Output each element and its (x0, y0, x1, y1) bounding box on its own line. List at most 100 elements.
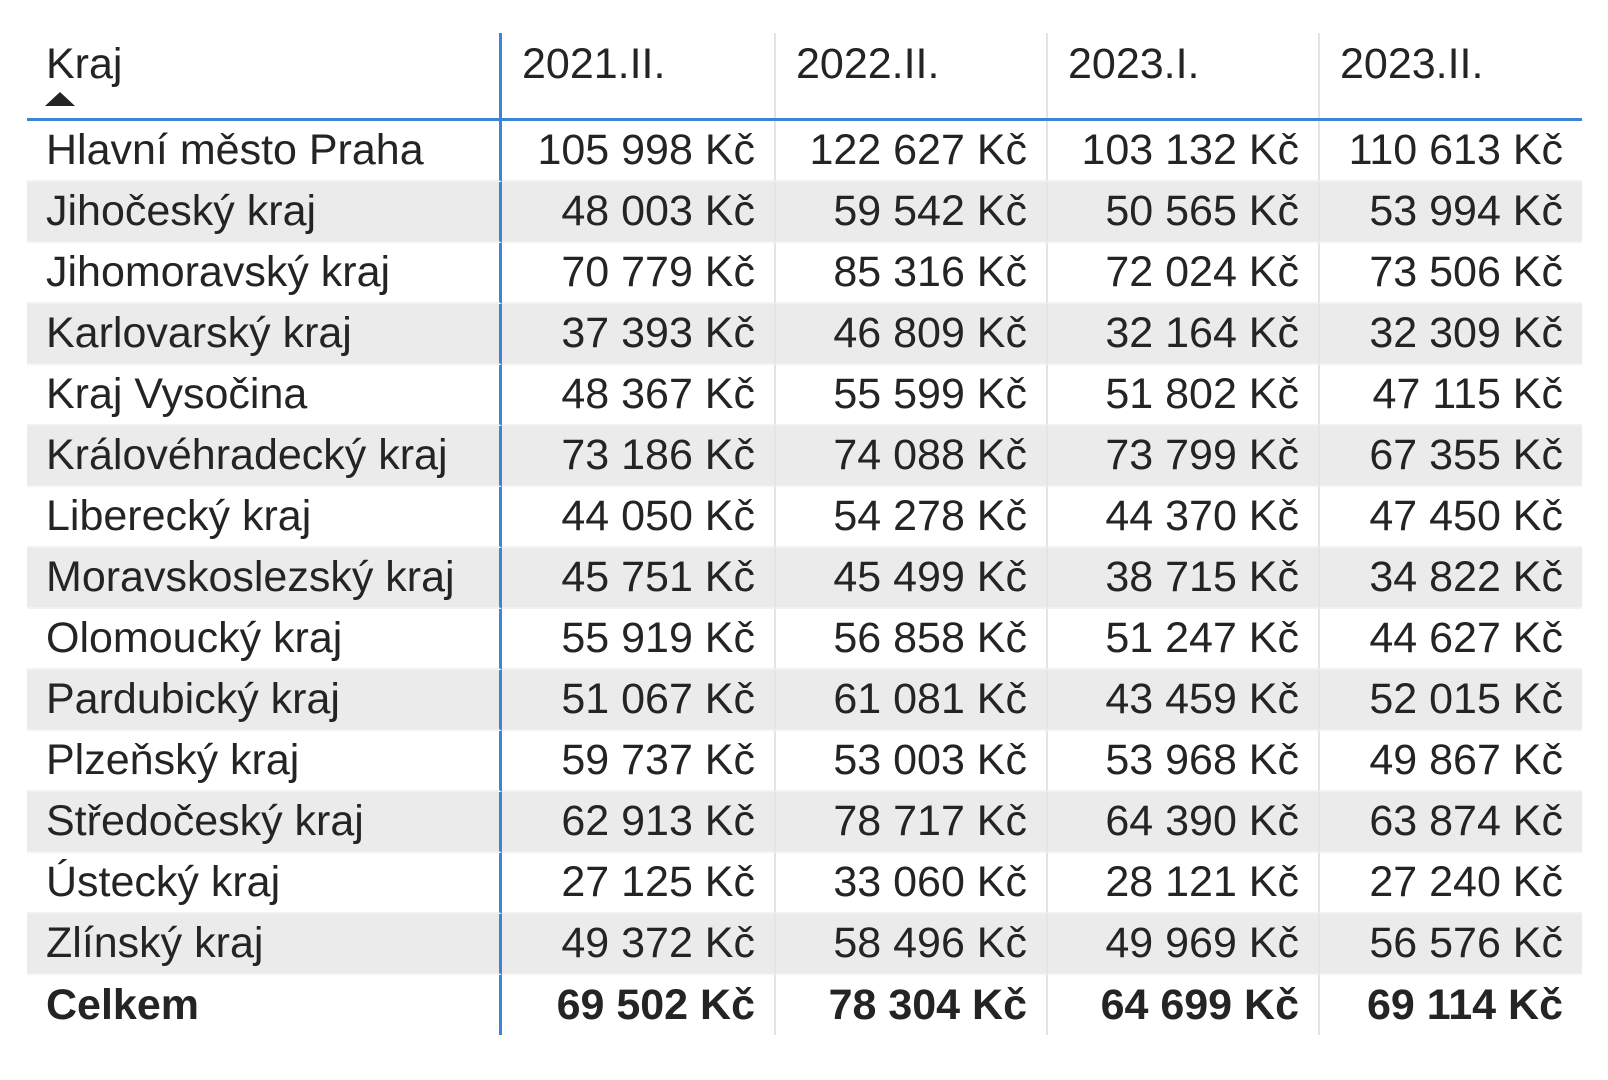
table-cell: 50 565 Kč (1046, 182, 1318, 243)
table-cell: 49 867 Kč (1318, 731, 1582, 792)
table-cell: 44 370 Kč (1046, 487, 1318, 548)
table-cell: 78 717 Kč (774, 792, 1046, 853)
table-row[interactable]: Ústecký kraj 27 125 Kč 33 060 Kč 28 121 Kč 2… (27, 853, 1582, 914)
header-label: Kraj (46, 40, 123, 88)
table-row[interactable]: Kraj Vysočina 48 367 Kč 55 599 Kč 51 802 Kč… (27, 365, 1582, 426)
total-cell: 69 114 Kč (1318, 975, 1582, 1035)
table-row[interactable]: Jihomoravský kraj 70 779 Kč 85 316 Kč 72 02… (27, 243, 1582, 304)
table-row[interactable]: Královéhradecký kraj 73 186 Kč 74 088 Kč 73… (27, 426, 1582, 487)
table-cell: 67 355 Kč (1318, 426, 1582, 487)
table-cell: 49 969 Kč (1046, 914, 1318, 975)
table-cell: 59 737 Kč (502, 731, 774, 792)
sort-ascending-icon[interactable] (45, 92, 75, 106)
column-header-label: 2021.II. (522, 40, 666, 88)
table-cell: 64 390 Kč (1046, 792, 1318, 853)
column-header-label: 2022.II. (796, 40, 940, 88)
column-header-label: 2023.I. (1068, 40, 1200, 88)
table-cell: 58 496 Kč (774, 914, 1046, 975)
table-cell: 44 627 Kč (1318, 609, 1582, 670)
row-label: Moravskoslezský kraj (27, 548, 502, 609)
table-row[interactable]: Jihočeský kraj 48 003 Kč 59 542 Kč 50 565 K… (27, 182, 1582, 243)
table-body: Hlavní město Praha 105 998 Kč 122 627 Kč 10… (27, 121, 1582, 975)
table-cell: 51 247 Kč (1046, 609, 1318, 670)
matrix-table: Kraj 2021.II. 2022.II. 2023.I. 2023.II. … (27, 33, 1582, 1035)
table-cell: 105 998 Kč (502, 121, 774, 182)
table-cell: 110 613 Kč (1318, 121, 1582, 182)
table-cell: 51 802 Kč (1046, 365, 1318, 426)
table-cell: 51 067 Kč (502, 670, 774, 731)
table-cell: 54 278 Kč (774, 487, 1046, 548)
table-cell: 27 125 Kč (502, 853, 774, 914)
table-row[interactable]: Zlínský kraj 49 372 Kč 58 496 Kč 49 969 Kč 5… (27, 914, 1582, 975)
table-row[interactable]: Karlovarský kraj 37 393 Kč 46 809 Kč 32 164… (27, 304, 1582, 365)
header-cell-kraj[interactable]: Kraj (27, 33, 502, 118)
table-row[interactable]: Hlavní město Praha 105 998 Kč 122 627 Kč 10… (27, 121, 1582, 182)
row-label: Zlínský kraj (27, 914, 502, 975)
table-cell: 43 459 Kč (1046, 670, 1318, 731)
table-cell: 59 542 Kč (774, 182, 1046, 243)
row-label: Karlovarský kraj (27, 304, 502, 365)
row-label: Královéhradecký kraj (27, 426, 502, 487)
column-header[interactable]: 2023.I. (1046, 33, 1318, 118)
table-row[interactable]: Liberecký kraj 44 050 Kč 54 278 Kč 44 370 K… (27, 487, 1582, 548)
row-label: Kraj Vysočina (27, 365, 502, 426)
table-cell: 34 822 Kč (1318, 548, 1582, 609)
table-cell: 53 994 Kč (1318, 182, 1582, 243)
table-cell: 73 506 Kč (1318, 243, 1582, 304)
row-label: Ústecký kraj (27, 853, 502, 914)
table-cell: 52 015 Kč (1318, 670, 1582, 731)
table-cell: 72 024 Kč (1046, 243, 1318, 304)
table-row[interactable]: Středočeský kraj 62 913 Kč 78 717 Kč 64 390… (27, 792, 1582, 853)
table-cell: 32 164 Kč (1046, 304, 1318, 365)
table-cell: 45 751 Kč (502, 548, 774, 609)
table-row[interactable]: Plzeňský kraj 59 737 Kč 53 003 Kč 53 968 Kč… (27, 731, 1582, 792)
table-cell: 33 060 Kč (774, 853, 1046, 914)
total-cell: 69 502 Kč (556, 980, 755, 1029)
table-cell: 103 132 Kč (1046, 121, 1318, 182)
column-header[interactable]: 2021.II. (502, 33, 774, 118)
table-row[interactable]: Olomoucký kraj 55 919 Kč 56 858 Kč 51 247 K… (27, 609, 1582, 670)
row-label: Jihomoravský kraj (27, 243, 502, 304)
table-cell: 56 858 Kč (774, 609, 1046, 670)
table-cell: 47 115 Kč (1318, 365, 1582, 426)
table-cell: 61 081 Kč (774, 670, 1046, 731)
row-label: Jihočeský kraj (27, 182, 502, 243)
table-cell: 56 576 Kč (1318, 914, 1582, 975)
column-header-label: 2023.II. (1340, 40, 1484, 88)
row-label: Plzeňský kraj (27, 731, 502, 792)
row-label: Hlavní město Praha (27, 121, 502, 182)
table-cell: 27 240 Kč (1318, 853, 1582, 914)
table-cell: 45 499 Kč (774, 548, 1046, 609)
table-cell: 74 088 Kč (774, 426, 1046, 487)
table-cell: 49 372 Kč (502, 914, 774, 975)
table-row[interactable]: Moravskoslezský kraj 45 751 Kč 45 499 Kč 38… (27, 548, 1582, 609)
table-cell: 70 779 Kč (502, 243, 774, 304)
table-cell: 46 809 Kč (774, 304, 1046, 365)
table-header-row: Kraj 2021.II. 2022.II. 2023.I. 2023.II. (27, 33, 1582, 121)
table-cell: 55 919 Kč (502, 609, 774, 670)
table-cell: 73 799 Kč (1046, 426, 1318, 487)
table-cell: 48 367 Kč (502, 365, 774, 426)
table-cell: 47 450 Kč (1318, 487, 1582, 548)
column-header[interactable]: 2023.II. (1318, 33, 1582, 118)
table-cell: 48 003 Kč (502, 182, 774, 243)
table-cell: 73 186 Kč (502, 426, 774, 487)
row-label: Olomoucký kraj (27, 609, 502, 670)
total-cell: 78 304 Kč (774, 975, 1046, 1035)
row-label: Liberecký kraj (27, 487, 502, 548)
table-cell: 122 627 Kč (774, 121, 1046, 182)
table-cell: 53 968 Kč (1046, 731, 1318, 792)
table-cell: 85 316 Kč (774, 243, 1046, 304)
table-cell: 62 913 Kč (502, 792, 774, 853)
table-cell: 32 309 Kč (1318, 304, 1582, 365)
table-row[interactable]: Pardubický kraj 51 067 Kč 61 081 Kč 43 459 … (27, 670, 1582, 731)
table-cell: 44 050 Kč (502, 487, 774, 548)
total-label: Celkem (27, 975, 502, 1035)
row-label: Pardubický kraj (27, 670, 502, 731)
total-row: Celkem 69 502 Kč 78 304 Kč 64 699 Kč 69 … (27, 975, 1582, 1035)
table-cell: 37 393 Kč (502, 304, 774, 365)
total-cell: 64 699 Kč (1046, 975, 1318, 1035)
column-header[interactable]: 2022.II. (774, 33, 1046, 118)
table-cell: 28 121 Kč (1046, 853, 1318, 914)
table-cell: 53 003 Kč (774, 731, 1046, 792)
